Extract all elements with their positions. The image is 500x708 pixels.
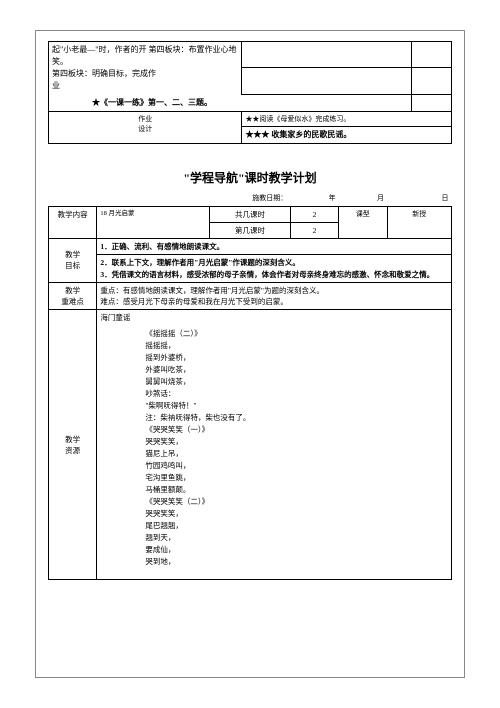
song-line: 尾巴翘翘， [145,520,448,532]
resources-content: 海门童谣 《摇摇摇（二）》 摇摇摇， 摇到外婆桥， 外婆叫吃茶， 舅舅叫烧茶， … [97,310,452,580]
hw-label2: 设计 [138,125,152,133]
song-line: "柴啊呒得特！" [145,400,448,412]
star3: ★★★ 收集家乡的民歌民谣。 [245,130,351,139]
line2: 第四板块：明确目标，完成作 [52,69,156,78]
date-label: 施教日期： [210,191,291,206]
star2-cell: ★★阅读《母爱似水》完成练习。 [242,111,452,127]
content-label-cell: 教学内容 [49,206,97,239]
song-line: 宅沟里鱼跳， [145,472,448,484]
star2: ★★阅读《母爱似水》完成练习。 [245,115,350,123]
song-line: 竹园鸡鸣叫， [145,460,448,472]
resources-label: 教学资源 [49,310,97,580]
type-label: 课型 [339,206,387,239]
res-header: 海门童谣 [100,312,448,323]
empty-cell [242,68,411,94]
homework-table: 起"小老最—"时，作者的开 第四板块：布置作业心地笑。 第四板块：明确目标，完成… [48,41,452,144]
song-line: 《哭哭笑笑（一）》 [145,424,448,436]
song-line: 翘到天， [145,532,448,544]
g2: 2．联系上下文，理解作者用"月光启蒙"作课题的深刻含义。 [100,258,300,267]
goals-label: 教学目标 [49,239,97,283]
content-value: 18 月光启蒙 [97,206,210,239]
f2: 难点：感受月光下母亲的母爱和我在月光下受到的启蒙。 [100,297,288,306]
hw-label-cell: 作业 设计 [49,111,242,144]
star1-cell: ★《一课一练》第一、二、三题。 [49,94,412,111]
nth-value: 2 [290,222,338,238]
spacer [97,191,210,206]
day: 日 [387,191,452,206]
empty-cell [242,42,411,68]
goals-rest: 2．联系上下文，理解作者用"月光启蒙"作课题的深刻含义。 3．凭借课文的语言材料… [97,255,452,283]
song-line: 舅舅叫烧茶， [145,376,448,388]
empty-cell [411,42,451,68]
goal1: 1．正确、流利、有感情地朗读课文。 [97,239,452,255]
f1: 重点：有感情地朗读课文，理解作者用"月光启蒙"为题的深刻含义。 [100,286,324,295]
block-text: 起"小老最—"时，作者的开 第四板块：布置作业心地笑。 第四板块：明确目标，完成… [49,42,242,95]
hw-label1: 作业 [138,115,152,123]
song-line: 《哭哭笑笑（二）》 [145,496,448,508]
year: 年 [290,191,338,206]
song-line: 外婆叫吃茶， [145,364,448,376]
total-value: 2 [290,206,338,222]
song-line: 吵煞话： [145,388,448,400]
g1: 1．正确、流利、有感情地朗读课文。 [100,242,224,251]
song-line: 马桶里额颠。 [145,484,448,496]
star3-cell: ★★★ 收集家乡的民歌民谣。 [242,127,452,144]
total-label: 共几课时 [210,206,291,222]
empty-cell [411,68,451,94]
empty-cell [411,94,451,111]
month: 月 [339,191,387,206]
content-label [49,191,97,206]
line1: 起"小老最—"时，作者的开 第四板块：布置作业心地笑。 [52,45,237,66]
song-line: 《摇摇摇（二）》 [145,328,448,340]
song-line: 要成仙， [145,544,448,556]
focus-label: 教学重难点 [49,282,97,310]
song-line: 摇到外婆桥， [145,352,448,364]
plan-table: 施教日期： 年 月 日 教学内容 18 月光启蒙 共几课时 2 课型 新授 第几… [48,191,452,580]
song-line: 猫尼上吊， [145,448,448,460]
songs-container: 《摇摇摇（二）》 摇摇摇， 摇到外婆桥， 外婆叫吃茶， 舅舅叫烧茶， 吵煞话： … [100,328,448,568]
song-line: 哭到地， [145,556,448,568]
song-line: 注：柴衲呒得特，柴也没有了。 [145,412,448,424]
g3: 3．凭借课文的语言材料，感受浓郁的母子亲情，体会作者对母亲终身难忘的感激、怀念和… [100,270,434,279]
song-line: 哭哭笑笑， [145,508,448,520]
song-line: 哭哭笑笑， [145,436,448,448]
type-value: 新授 [387,206,452,239]
plan-title: "学程导航"课时教学计划 [48,169,452,186]
star1: ★《一课一练》第一、二、三题。 [52,98,212,107]
nth-label: 第几课时 [210,222,291,238]
focus-content: 重点：有感情地朗读课文，理解作者用"月光启蒙"为题的深刻含义。 难点：感受月光下… [97,282,452,310]
line3: 业 [52,81,60,90]
song-line: 摇摇摇， [145,340,448,352]
